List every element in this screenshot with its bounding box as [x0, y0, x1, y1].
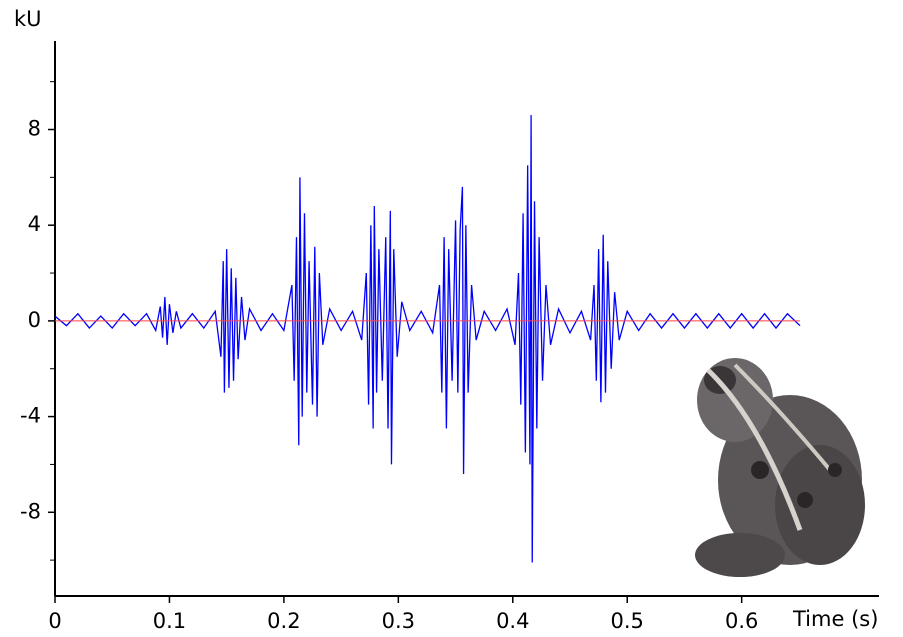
x-axis-label: Time (s) [792, 607, 878, 631]
x-tick-label: 0.4 [496, 609, 529, 633]
y-tick-label: 4 [28, 212, 41, 236]
y-tick-label: 0 [28, 308, 41, 332]
y-axis-label: kU [14, 7, 42, 31]
y-tick-label: 8 [28, 117, 41, 141]
x-tick-label: 0.1 [153, 609, 186, 633]
y-tick-label: -4 [20, 404, 41, 428]
x-tick-label: 0.2 [267, 609, 300, 633]
frog-illustration [695, 358, 865, 577]
x-tick-label: 0 [48, 609, 61, 633]
y-tick-label: -8 [20, 499, 41, 523]
x-tick-label: 0.6 [725, 609, 758, 633]
x-tick-label: 0.3 [382, 609, 415, 633]
x-tick-label: 0.5 [611, 609, 644, 633]
waveform [54, 115, 801, 563]
